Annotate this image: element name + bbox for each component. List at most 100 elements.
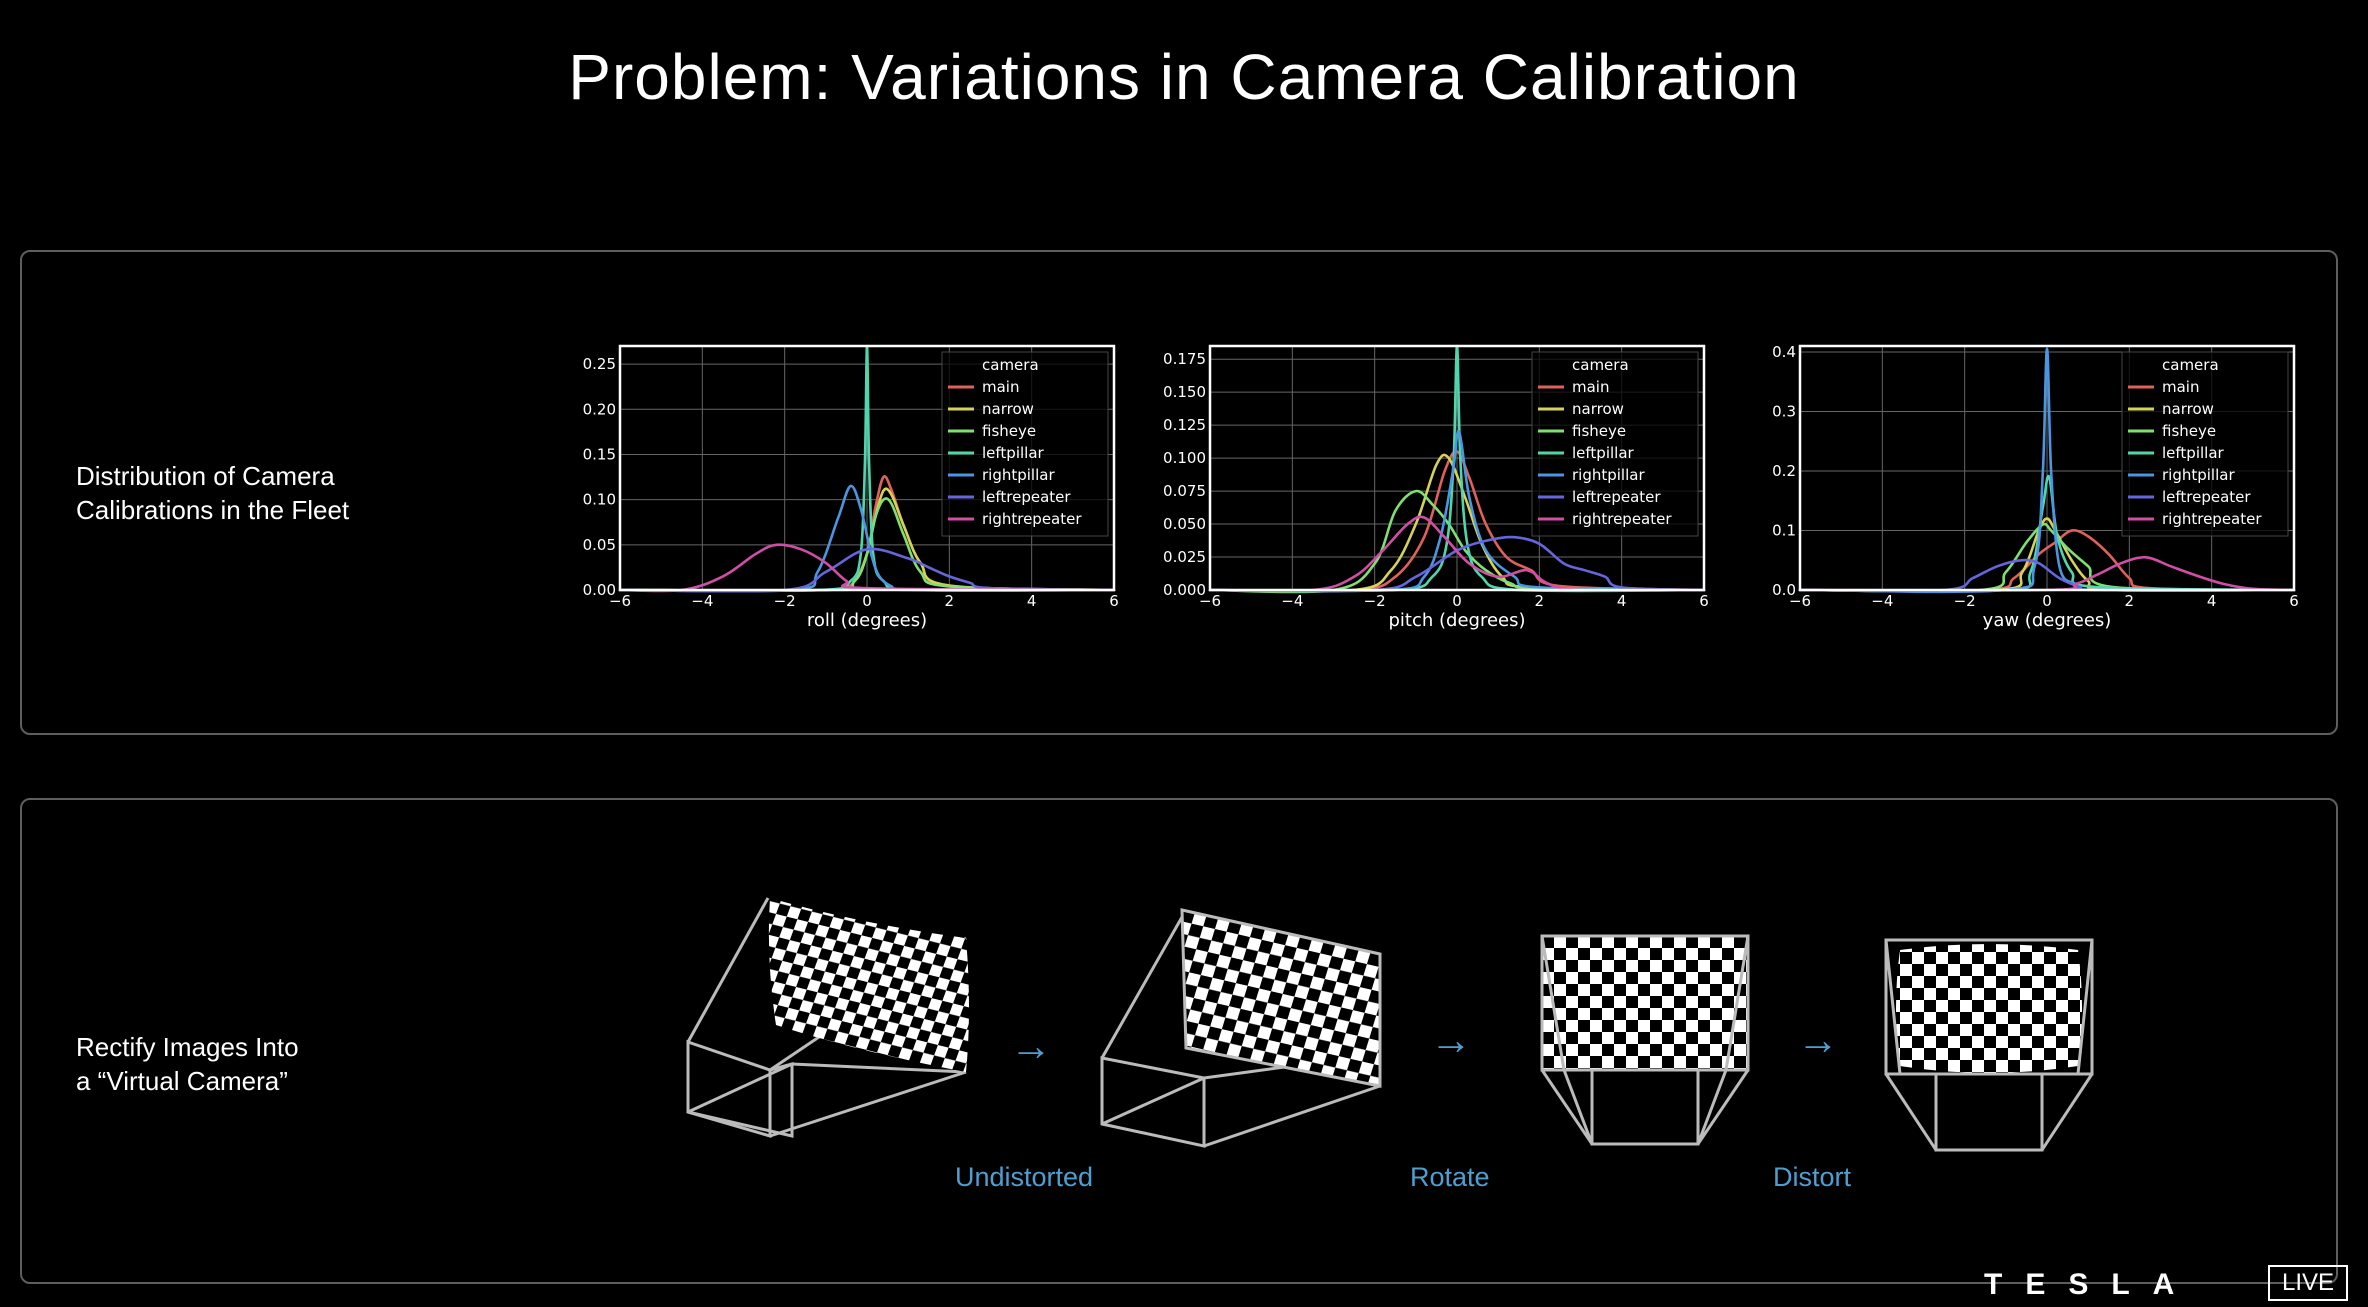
x-axis-label: roll (degrees): [807, 610, 927, 631]
y-tick-label: 0.025: [1163, 548, 1206, 566]
legend-item-main: main: [982, 378, 1019, 396]
y-tick-label: 0.050: [1163, 515, 1206, 533]
x-tick-label: 4: [1027, 592, 1037, 610]
plot-frame: [618, 344, 1116, 592]
legend-item-leftpillar: leftpillar: [982, 444, 1045, 462]
legend-title: camera: [1572, 356, 1629, 374]
y-tick-label: 0.100: [1163, 449, 1206, 467]
x-tick-label: −4: [1871, 592, 1893, 610]
y-tick-label: 0.05: [583, 536, 616, 554]
x-tick-label: 6: [1109, 592, 1119, 610]
y-tick-label: 0.3: [1772, 402, 1796, 420]
rectification-panel: Rectify Images Into a “Virtual Camera”: [20, 798, 2338, 1284]
x-tick-label: 2: [2125, 592, 2135, 610]
live-badge: LIVE: [2268, 1265, 2348, 1301]
legend-item-main: main: [1572, 378, 1609, 396]
x-tick-label: −4: [1281, 592, 1303, 610]
legend-item-leftpillar: leftpillar: [1572, 444, 1635, 462]
x-tick-label: −6: [1789, 592, 1811, 610]
rectify-label-line1: Rectify Images Into: [76, 1032, 299, 1062]
x-tick-label: −6: [1199, 592, 1221, 610]
legend-item-fisheye: fisheye: [1572, 422, 1626, 440]
y-tick-label: 0.25: [583, 355, 616, 373]
plot-frame: [1208, 344, 1706, 592]
yaw-chart: −6 −4 −2 0 2 4 6 0.0 0.1 0.2 0.3 0.4 yaw (degrees) ca…: [1772, 343, 2299, 631]
x-tick-label: 0: [1452, 592, 1462, 610]
legend-box: [1531, 351, 1699, 537]
rectify-label-line2: a “Virtual Camera”: [76, 1066, 288, 1096]
legend-item-narrow: narrow: [1572, 400, 1624, 418]
legend-title: camera: [2162, 356, 2219, 374]
y-tick-label: 0.125: [1163, 416, 1206, 434]
y-tick-label: 0.000: [1163, 581, 1206, 599]
distribution-label-line1: Distribution of Camera: [76, 461, 335, 491]
series-line-leftrepeater: [1208, 535, 1706, 593]
x-tick-label: 2: [945, 592, 955, 610]
arrow-icon: →: [1430, 1016, 1472, 1063]
y-tick-label: 0.075: [1163, 482, 1206, 500]
y-tick-label: 0.20: [583, 400, 616, 418]
camera-diagram-undistorted: [1100, 908, 1382, 1148]
legend-item-rightpillar: rightpillar: [982, 466, 1055, 484]
x-tick-label: 6: [2289, 592, 2299, 610]
undistorted-label: Undistorted: [955, 1162, 1094, 1192]
y-tick-label: 0.00: [583, 581, 616, 599]
x-axis-label: yaw (degrees): [1983, 610, 2112, 631]
distribution-label-line2: Calibrations in the Fleet: [76, 495, 350, 525]
legend-item-narrow: narrow: [982, 400, 1034, 418]
legend-item-leftpillar: leftpillar: [2162, 444, 2225, 462]
camera-diagram-original: [686, 897, 969, 1139]
legend-item-rightrepeater: rightrepeater: [1572, 510, 1672, 528]
y-tick-label: 0.15: [583, 445, 616, 463]
y-tick-label: 0.1: [1772, 521, 1796, 539]
legend-item-narrow: narrow: [2162, 400, 2214, 418]
x-tick-label: 0: [2042, 592, 2052, 610]
legend-item-fisheye: fisheye: [2162, 422, 2216, 440]
legend-title: camera: [982, 356, 1039, 374]
calibration-distribution-panel: Distribution of Camera Calibrations in t…: [20, 250, 2338, 735]
x-axis-label: pitch (degrees): [1388, 610, 1525, 631]
legend-item-leftrepeater: leftrepeater: [982, 488, 1071, 506]
plot-frame: [1798, 344, 2296, 592]
page-title: Problem: Variations in Camera Calibratio…: [568, 41, 1800, 113]
legend-item-rightrepeater: rightrepeater: [982, 510, 1082, 528]
rotate-label: Rotate: [1410, 1162, 1490, 1192]
camera-diagram-distorted: [1884, 938, 2094, 1152]
y-tick-label: 0.175: [1163, 350, 1206, 368]
tesla-logo: TESLA: [1984, 1268, 2198, 1301]
y-tick-label: 0.150: [1163, 383, 1206, 401]
pitch-chart: −6 −4 −2 0 2 4 6 0.000 0.025 0.050 0.075 0.100 0.125…: [1163, 344, 1709, 631]
x-tick-label: −2: [1954, 592, 1976, 610]
rectify-label: Rectify Images Into a “Virtual Camera”: [76, 1030, 299, 1098]
y-tick-label: 0.0: [1772, 581, 1796, 599]
legend-item-rightpillar: rightpillar: [1572, 466, 1645, 484]
y-tick-label: 0.2: [1772, 462, 1796, 480]
x-tick-label: −2: [1364, 592, 1386, 610]
x-tick-label: 0: [862, 592, 872, 610]
roll-chart: −6 −4 −2 0 2 4 6 0.00 0.05 0.10 0.15 0.20 0.25 roll (…: [583, 344, 1119, 631]
series-line-rightrepeater: [618, 543, 1116, 593]
camera-diagram-rotated: [1540, 934, 1750, 1146]
legend-item-rightrepeater: rightrepeater: [2162, 510, 2262, 528]
series-line-rightrepeater: [1208, 515, 1706, 593]
series-line-rightpillar: [1208, 430, 1706, 593]
legend-item-fisheye: fisheye: [982, 422, 1036, 440]
legend-item-leftrepeater: leftrepeater: [1572, 488, 1661, 506]
arrow-icon: →: [1797, 1016, 1839, 1063]
legend-item-rightpillar: rightpillar: [2162, 466, 2235, 484]
arrow-icon: →: [1010, 1022, 1052, 1069]
x-tick-label: 2: [1535, 592, 1545, 610]
legend-box: [941, 351, 1109, 537]
y-tick-label: 0.10: [583, 491, 616, 509]
x-tick-label: 6: [1699, 592, 1709, 610]
y-tick-label: 0.4: [1772, 343, 1796, 361]
legend-item-leftrepeater: leftrepeater: [2162, 488, 2251, 506]
series-line-fisheye: [1208, 489, 1706, 594]
x-tick-label: 4: [1617, 592, 1627, 610]
x-tick-label: 4: [2207, 592, 2217, 610]
x-tick-label: −6: [609, 592, 631, 610]
distort-label: Distort: [1773, 1162, 1852, 1192]
legend-item-main: main: [2162, 378, 2199, 396]
legend-box: [2121, 351, 2289, 537]
distribution-label: Distribution of Camera Calibrations in t…: [76, 459, 349, 527]
